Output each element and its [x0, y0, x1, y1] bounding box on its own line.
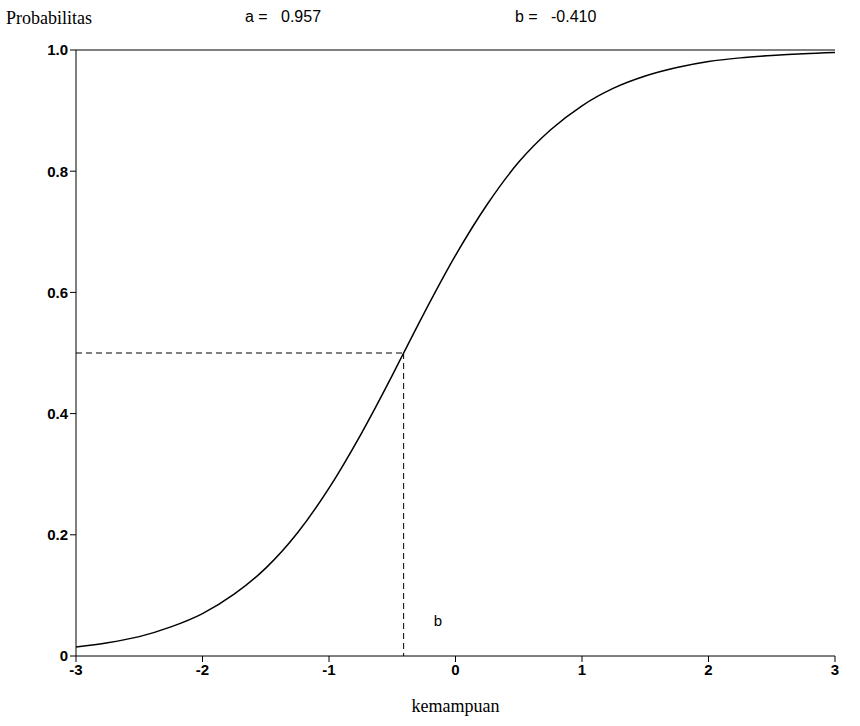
html-text:Probabilitas: Probabilitas — [6, 8, 92, 28]
svg-text:1.0: 1.0 — [47, 41, 68, 58]
svg-text:-1: -1 — [322, 661, 335, 678]
svg-text:0: 0 — [60, 647, 68, 664]
svg-text:0.6: 0.6 — [47, 284, 68, 301]
svg-text:3: 3 — [831, 661, 839, 678]
svg-text:1: 1 — [578, 661, 586, 678]
html-text:b = -0.410: b = -0.410 — [515, 8, 597, 25]
svg-text:2: 2 — [704, 661, 712, 678]
svg-text:0: 0 — [451, 661, 459, 678]
svg-text:b: b — [434, 612, 442, 629]
svg-text:kemampuan: kemampuan — [412, 696, 500, 716]
svg-text:0.4: 0.4 — [47, 405, 69, 422]
svg-text:-2: -2 — [196, 661, 209, 678]
svg-text:-3: -3 — [69, 661, 82, 678]
html-text:a = 0.957: a = 0.957 — [245, 8, 322, 25]
svg-text:0.2: 0.2 — [47, 526, 68, 543]
svg-text:0.8: 0.8 — [47, 163, 68, 180]
